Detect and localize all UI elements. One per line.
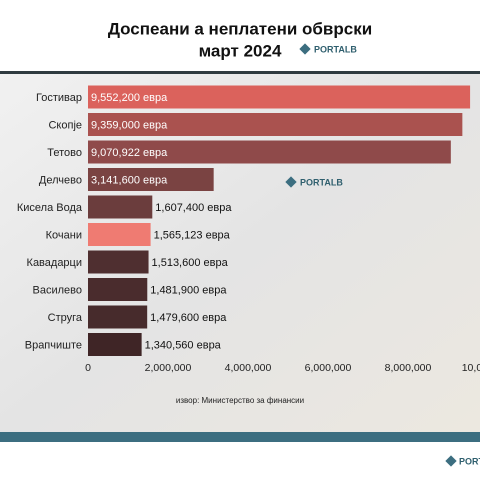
divider	[0, 71, 480, 74]
bar	[88, 168, 214, 191]
value-label: 1,340,560 евра	[145, 339, 222, 351]
bar	[88, 113, 463, 136]
value-label: 1,513,600 евра	[152, 257, 229, 269]
bar	[88, 278, 148, 301]
value-label: 9,359,000 евра	[91, 119, 168, 131]
bar	[88, 85, 471, 109]
category-label: Врапчиште	[25, 339, 82, 351]
chart-subtitle: март 2024	[199, 41, 282, 60]
bar	[88, 140, 451, 164]
value-label: 1,607,400 евра	[155, 202, 232, 214]
x-tick-label: 10,000,000	[462, 362, 480, 374]
category-label: Кочани	[46, 229, 82, 241]
footer-bg	[0, 442, 480, 480]
category-label: Струга	[48, 312, 83, 324]
chart-title: Доспеани а неплатени обврски	[108, 19, 372, 38]
logo-icon	[445, 455, 457, 467]
category-label: Гостивар	[36, 92, 82, 104]
header-bg	[0, 0, 480, 72]
category-label: Кисела Вода	[17, 202, 83, 214]
category-label: Кавадарци	[27, 257, 82, 269]
logo-text: PORTALB	[459, 456, 480, 466]
footer-stripe	[0, 432, 480, 442]
source: извор: Министерство за финансии	[176, 396, 304, 405]
logo-text: PORTALB	[314, 44, 357, 54]
bar	[88, 195, 153, 219]
value-label: 3,141,600 евра	[91, 174, 168, 186]
category-label: Тетово	[47, 147, 82, 159]
value-label: 1,479,600 евра	[150, 312, 227, 324]
value-label: 1,565,123 евра	[154, 229, 231, 241]
x-tick-label: 2,000,000	[145, 362, 192, 374]
logo-bottom: PORTALB	[445, 455, 480, 467]
category-label: Василево	[33, 284, 82, 296]
bar	[88, 305, 148, 329]
bar	[88, 333, 142, 356]
x-tick-label: 4,000,000	[225, 362, 272, 374]
category-label: Скопје	[48, 119, 82, 131]
bar	[88, 250, 149, 274]
logo-top: PORTALB	[299, 43, 357, 55]
x-tick-label: 6,000,000	[305, 362, 352, 374]
x-tick-label: 0	[85, 362, 91, 374]
x-tick-label: 8,000,000	[385, 362, 432, 374]
bar	[88, 223, 151, 246]
value-label: 9,552,200 евра	[91, 92, 168, 104]
logo-mid: PORTALB	[285, 176, 343, 188]
category-label: Делчево	[39, 174, 82, 186]
value-label: 1,481,900 евра	[150, 284, 227, 296]
logo-text: PORTALB	[300, 177, 343, 187]
logo-icon	[299, 43, 311, 55]
value-label: 9,070,922 евра	[91, 147, 168, 159]
logo-icon	[285, 176, 297, 188]
